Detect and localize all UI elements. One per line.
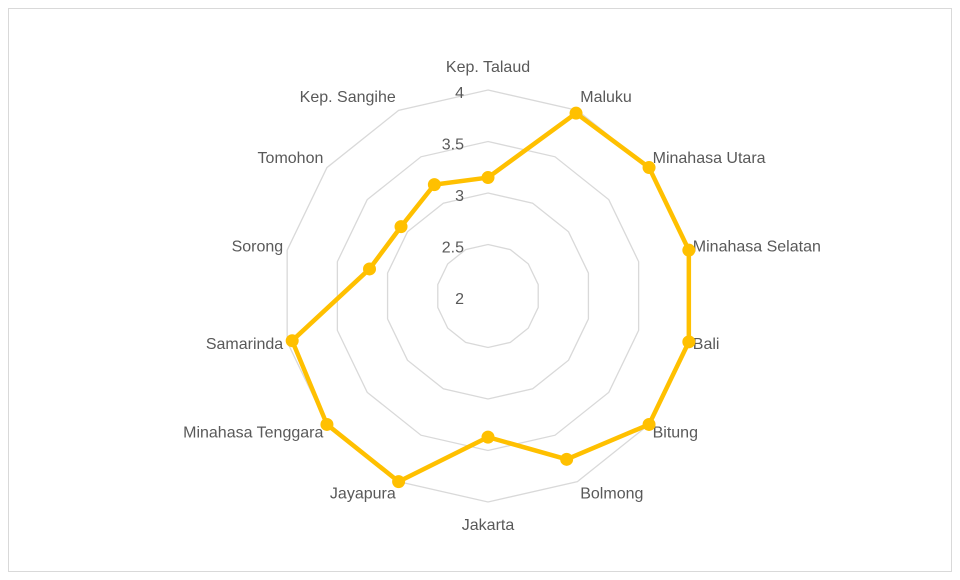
r-tick-label: 2.5 [442, 240, 464, 257]
r-tick-label: 3.5 [442, 137, 464, 154]
point-marker [682, 335, 696, 349]
category-label: Sorong [232, 238, 284, 255]
point-marker [642, 417, 656, 431]
category-label: Samarinda [206, 336, 283, 353]
grid-ring [437, 243, 539, 349]
category-label: Minahasa Tenggara [183, 424, 323, 441]
category-label: Bitung [653, 424, 698, 441]
category-label: Maluku [580, 89, 632, 106]
point-marker [363, 262, 377, 276]
category-label: Jayapura [330, 485, 396, 502]
r-tick-label: 3 [455, 188, 464, 205]
point-marker [481, 430, 495, 444]
grid-ring [336, 140, 640, 452]
point-marker [481, 171, 495, 185]
grid-ring [386, 192, 590, 400]
category-label: Jakarta [462, 517, 515, 534]
point-marker [427, 178, 441, 192]
category-label: Minahasa Selatan [693, 238, 821, 255]
category-label: Minahasa Utara [653, 150, 766, 167]
category-label: Tomohon [258, 150, 324, 167]
category-label: Kep. Sangihe [300, 89, 396, 106]
category-label: Kep. Talaud [446, 59, 530, 76]
point-marker [392, 475, 406, 489]
point-marker [560, 452, 574, 466]
r-tick-label: 2 [455, 291, 464, 308]
chart-frame [8, 8, 952, 572]
point-marker [320, 417, 334, 431]
point-marker [394, 220, 408, 234]
point-marker [642, 161, 656, 175]
point-marker [682, 243, 696, 257]
category-label: Bali [693, 336, 720, 353]
point-marker [285, 334, 299, 348]
r-tick-label: 4 [455, 85, 464, 102]
category-label: Bolmong [580, 485, 643, 502]
point-marker [569, 106, 583, 120]
